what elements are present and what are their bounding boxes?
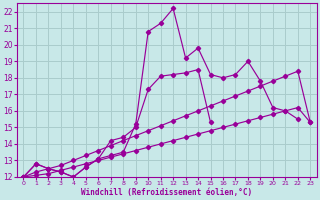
- X-axis label: Windchill (Refroidissement éolien,°C): Windchill (Refroidissement éolien,°C): [81, 188, 252, 197]
